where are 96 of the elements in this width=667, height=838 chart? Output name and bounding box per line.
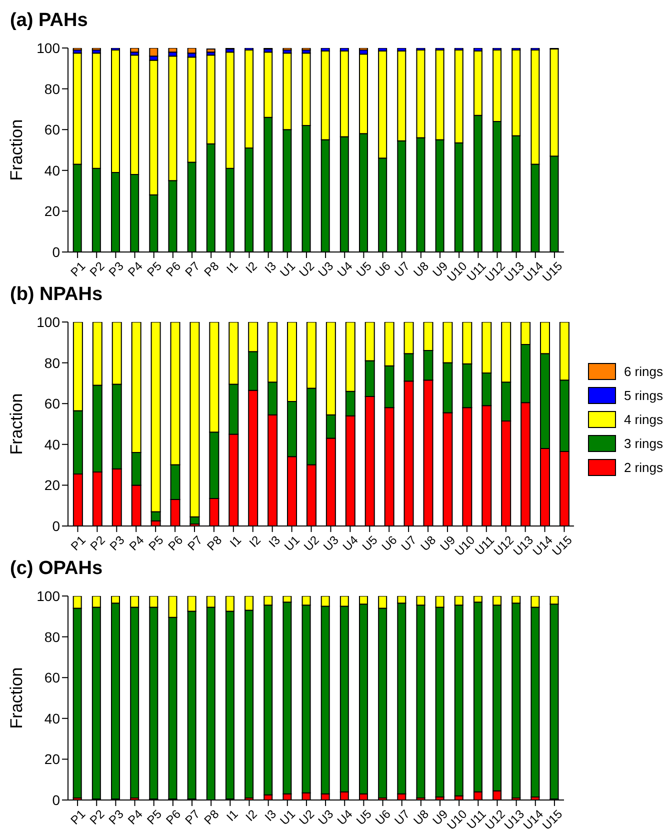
- x-tick-label: P3: [106, 258, 127, 280]
- x-tick-label: I1: [224, 258, 241, 276]
- x-tick-label: U7: [398, 532, 420, 554]
- y-tick-label: 20: [44, 203, 60, 220]
- x-tick-label: P1: [68, 258, 88, 280]
- legend-label: 5 rings: [624, 388, 663, 402]
- chart-title: (c) OPAHs: [10, 558, 103, 580]
- x-tick-label: I2: [242, 806, 260, 824]
- x-tick-label: I3: [266, 532, 284, 550]
- x-tick-label: U4: [334, 806, 356, 828]
- y-axis-title: Fraction: [7, 119, 26, 181]
- y-tick-label: 60: [44, 122, 60, 138]
- x-tick-label: I2: [246, 532, 264, 550]
- x-tick-label: P2: [86, 806, 108, 828]
- y-tick-label: 0: [52, 244, 60, 260]
- x-tick-label: P8: [201, 806, 222, 828]
- x-tick-label: U3: [315, 258, 336, 280]
- x-tick-label: I1: [224, 806, 241, 824]
- x-tick-label: U6: [372, 806, 394, 828]
- y-tick-label: 20: [44, 477, 60, 494]
- y-tick-label: 80: [44, 628, 60, 645]
- x-tick-label: U3: [315, 806, 336, 828]
- x-tick-label: U7: [392, 806, 413, 828]
- x-tick-label: P4: [125, 258, 146, 280]
- y-tick-label: 20: [44, 751, 60, 768]
- y-tick-label: 40: [44, 710, 60, 726]
- bar: [302, 48, 311, 51]
- y-tick-label: 100: [36, 40, 60, 56]
- bar: [282, 48, 292, 51]
- x-tick-label: U8: [410, 258, 432, 280]
- y-tick-label: 100: [36, 588, 60, 604]
- legend-label: 6 rings: [624, 364, 663, 378]
- x-tick-label: P4: [125, 806, 146, 828]
- bar: [358, 48, 368, 51]
- x-tick-label: P5: [144, 258, 165, 280]
- legend-label: 3 rings: [624, 436, 663, 450]
- x-tick-label: P2: [86, 258, 108, 280]
- x-tick-label: P5: [146, 532, 166, 554]
- x-tick-label: U7: [392, 258, 413, 280]
- x-tick-label: P6: [165, 532, 186, 554]
- x-tick-label: U4: [334, 258, 356, 280]
- x-tick-label: P4: [126, 532, 147, 554]
- y-axis-title: Fraction: [7, 667, 26, 729]
- x-tick-label: P7: [182, 258, 203, 280]
- y-tick-label: 80: [44, 80, 60, 97]
- bar: [149, 48, 158, 57]
- x-tick-label: U6: [372, 258, 394, 280]
- x-tick-label: P3: [106, 806, 127, 828]
- x-tick-label: U4: [340, 532, 362, 554]
- bar: [206, 48, 216, 53]
- x-tick-label: I1: [227, 532, 244, 550]
- chart-title: (a) PAHs: [10, 10, 88, 32]
- bar: [187, 48, 196, 54]
- x-tick-label: U5: [354, 258, 375, 280]
- y-tick-label: 60: [44, 396, 60, 412]
- x-tick-label: U2: [296, 258, 318, 280]
- x-tick-label: U3: [320, 532, 342, 554]
- x-tick-label: U1: [277, 258, 298, 280]
- x-tick-label: U6: [378, 532, 400, 554]
- x-tick-label: P1: [68, 532, 89, 554]
- y-tick-label: 40: [44, 162, 60, 178]
- y-tick-label: 80: [44, 354, 60, 371]
- y-axis-title: Fraction: [7, 393, 26, 455]
- chart-title: (b) NPAHs: [10, 284, 103, 306]
- x-tick-label: U2: [301, 532, 322, 554]
- x-tick-label: I3: [262, 806, 280, 824]
- x-tick-label: U2: [296, 806, 318, 828]
- x-tick-label: P1: [68, 806, 88, 828]
- x-tick-label: U1: [282, 532, 303, 554]
- bar: [72, 48, 82, 51]
- x-tick-label: P3: [106, 532, 128, 554]
- x-tick-label: I3: [262, 258, 280, 276]
- x-tick-label: P8: [204, 532, 225, 554]
- x-tick-label: P6: [163, 806, 184, 828]
- x-tick-label: P2: [88, 532, 108, 554]
- bar: [130, 48, 140, 53]
- y-tick-label: 0: [52, 792, 60, 808]
- x-tick-label: U1: [277, 806, 298, 828]
- x-tick-label: P6: [163, 258, 184, 280]
- y-tick-label: 100: [36, 314, 60, 330]
- legend-label: 4 rings: [624, 412, 663, 426]
- x-tick-label: U8: [418, 532, 439, 554]
- x-tick-label: U5: [354, 806, 375, 828]
- x-tick-label: P8: [201, 258, 222, 280]
- x-tick-label: P7: [182, 806, 203, 828]
- bar: [168, 48, 178, 53]
- legend-label: 2 rings: [624, 460, 663, 474]
- bar: [92, 48, 101, 51]
- x-tick-label: P7: [184, 532, 206, 554]
- x-tick-label: U5: [359, 532, 380, 554]
- x-tick-label: I2: [242, 258, 260, 276]
- y-tick-label: 40: [44, 436, 60, 452]
- x-tick-label: U8: [410, 806, 432, 828]
- y-tick-label: 60: [44, 670, 60, 686]
- x-tick-label: P5: [144, 806, 165, 828]
- y-tick-label: 0: [52, 518, 60, 534]
